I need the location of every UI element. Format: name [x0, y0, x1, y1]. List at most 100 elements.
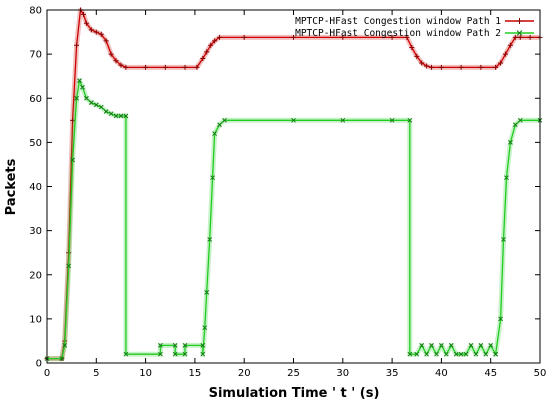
data-point	[93, 29, 99, 35]
legend-item-2: MPTCP-HFast Congestion window Path 2	[295, 28, 534, 39]
data-point	[108, 51, 114, 57]
data-point	[74, 42, 80, 48]
data-point	[409, 45, 415, 51]
data-point	[98, 31, 104, 37]
x-tick-label: 0	[44, 368, 50, 379]
x-axis-label: Simulation Time ' t ' (s)	[209, 386, 380, 401]
data-point	[389, 117, 395, 123]
data-point	[512, 122, 518, 128]
data-point	[200, 342, 206, 348]
legend-label: MPTCP-HFast Congestion window Path 1	[295, 16, 501, 27]
data-point	[182, 342, 188, 348]
data-point	[493, 64, 499, 70]
data-point	[478, 64, 484, 70]
y-axis-label: Packets	[4, 158, 19, 215]
data-point	[429, 64, 435, 70]
legend: MPTCP-HFast Congestion window Path 1MPTC…	[295, 16, 534, 39]
data-point	[200, 351, 206, 357]
data-point	[502, 51, 508, 57]
data-point	[212, 38, 218, 44]
data-point	[113, 113, 119, 119]
y-tick-label: 30	[29, 226, 42, 237]
data-point	[501, 237, 506, 242]
data-point	[517, 34, 523, 40]
data-point	[113, 58, 119, 64]
legend-marker	[516, 18, 523, 24]
data-point	[407, 117, 413, 123]
series-layer	[44, 7, 543, 362]
data-point	[123, 64, 129, 70]
data-point	[202, 325, 208, 331]
data-point	[217, 122, 222, 128]
y-tick-label: 0	[36, 359, 42, 370]
axis-ticks: 0 5 10 15 20 25 30 35 40 45 50 0 10 20 30 40 50 60 70 80	[29, 6, 546, 380]
data-point	[103, 109, 109, 114]
data-point	[527, 34, 533, 40]
data-point	[468, 342, 474, 348]
data-point	[291, 34, 296, 40]
plot-frame	[46, 9, 541, 364]
data-point	[424, 351, 429, 357]
y-tick-label: 10	[29, 314, 42, 325]
series-1	[44, 7, 543, 362]
data-point	[473, 351, 479, 357]
data-point	[98, 104, 104, 110]
data-point	[217, 34, 223, 40]
data-point	[158, 351, 163, 357]
data-point	[83, 20, 89, 26]
x-tick-label: 25	[287, 368, 300, 379]
data-point	[210, 175, 216, 181]
x-tick-label: 35	[386, 368, 399, 379]
data-point	[458, 64, 464, 70]
data-point	[419, 342, 425, 348]
data-point	[70, 157, 75, 163]
y-tick-label: 40	[29, 182, 42, 193]
series-line-glow	[47, 7, 540, 362]
data-point	[118, 113, 124, 119]
data-point	[453, 351, 459, 357]
data-point	[204, 290, 210, 295]
data-point	[158, 342, 163, 348]
series-2	[44, 78, 543, 362]
x-tick-label: 45	[484, 368, 497, 379]
data-point	[103, 38, 109, 44]
y-tick-label: 80	[29, 6, 42, 17]
data-point	[93, 102, 99, 108]
data-point	[429, 342, 434, 348]
x-tick-label: 50	[534, 368, 547, 379]
data-point	[222, 117, 227, 123]
data-point	[340, 117, 346, 123]
data-point	[118, 62, 124, 68]
data-point	[59, 356, 65, 361]
data-point	[478, 342, 484, 348]
x-tick-label: 10	[139, 368, 152, 379]
x-tick-label: 40	[435, 368, 448, 379]
data-point	[458, 351, 464, 357]
data-point	[512, 34, 518, 40]
data-point	[448, 342, 454, 348]
data-point	[414, 351, 420, 357]
y-tick-label: 20	[29, 270, 42, 281]
data-point	[207, 237, 213, 242]
legend-label: MPTCP-HFast Congestion window Path 2	[295, 28, 501, 39]
x-tick-label: 20	[238, 368, 251, 379]
data-point	[77, 78, 82, 83]
data-point	[212, 131, 217, 136]
data-point	[62, 342, 68, 348]
data-point	[517, 117, 523, 123]
data-point	[200, 56, 206, 62]
data-point	[241, 34, 247, 40]
y-tick-label: 70	[29, 50, 42, 61]
data-point	[508, 140, 513, 145]
data-point	[172, 342, 178, 348]
data-point	[80, 84, 85, 90]
data-point	[439, 342, 444, 348]
data-point	[404, 34, 410, 40]
data-point	[414, 53, 420, 59]
data-point	[172, 351, 178, 357]
data-point	[182, 64, 188, 70]
data-point	[74, 95, 79, 101]
data-point	[66, 263, 72, 269]
data-point	[483, 351, 489, 357]
